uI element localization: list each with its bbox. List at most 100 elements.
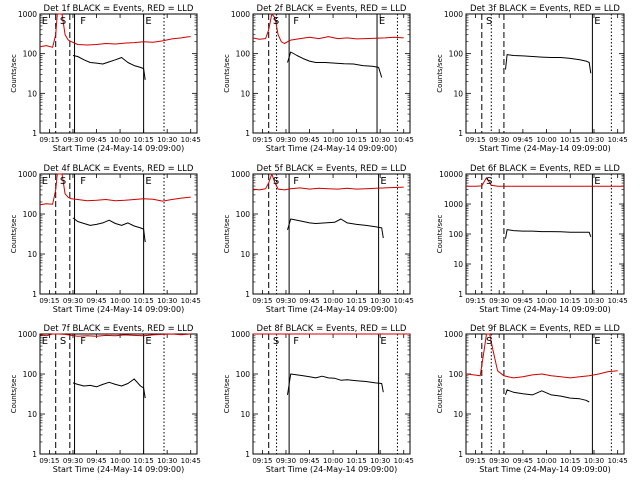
y-tick-label: 1 (245, 129, 250, 138)
panel-8: Det 8f BLACK = Events, RED = LLD 1 10 100 10… (223, 324, 414, 474)
x-axis-label: Start Time (24-May-14 09:09:00) (53, 465, 184, 474)
x-tick-label: 10:30 (157, 457, 177, 465)
y-tick-label: 10 (240, 89, 250, 98)
y-axis-label: Counts/sec (223, 54, 231, 93)
x-tick-label: 09:30 (489, 136, 509, 144)
x-tick-label: 09:30 (276, 136, 296, 144)
panel-9: Det 9f BLACK = Events, RED = LLD 1 10 100 10… (436, 324, 628, 474)
x-tick-label: 10:00 (323, 297, 343, 305)
y-tick-label: 1000 (231, 10, 250, 19)
x-tick-label: 09:30 (489, 297, 509, 305)
x-tick-label: 10:30 (157, 297, 177, 305)
series-events (72, 378, 146, 399)
y-tick-label: 10000 (439, 170, 463, 179)
x-tick-label: 09:15 (252, 297, 272, 305)
region-label: E (145, 336, 151, 347)
series-events (287, 373, 384, 395)
x-tick-label: 10:15 (134, 457, 154, 465)
plot-frame (465, 333, 625, 455)
y-tick-label: 10 (453, 410, 463, 419)
region-label: S (486, 16, 492, 27)
x-tick-label: 09:30 (489, 457, 509, 465)
y-tick-label: 1000 (444, 330, 463, 339)
x-tick-label: 10:30 (370, 297, 390, 305)
y-tick-label: 1000 (231, 330, 250, 339)
x-tick-label: 09:45 (513, 297, 533, 305)
panel-title: Det 9f BLACK = Events, RED = LLD (470, 324, 620, 334)
region-label: F (293, 176, 299, 187)
y-tick-label: 100 (236, 210, 251, 219)
x-tick-label: 10:30 (157, 136, 177, 144)
region-label: E (379, 16, 385, 27)
x-axis-label: Start Time (24-May-14 09:09:00) (266, 305, 397, 314)
series-events (72, 55, 146, 80)
x-axis-label: Start Time (24-May-14 09:09:00) (53, 305, 184, 314)
series-lld (39, 13, 191, 48)
x-tick-label: 10:30 (584, 457, 604, 465)
plot-frame (39, 173, 198, 295)
x-tick-label: 10:15 (347, 136, 367, 144)
region-label: F (80, 16, 86, 27)
y-axis-label: Counts/sec (436, 375, 444, 414)
x-axis-label: Start Time (24-May-14 09:09:00) (479, 465, 610, 474)
y-axis-label: Counts/sec (436, 215, 444, 254)
panel-3: Det 3f BLACK = Events, RED = LLD 1 10 100 10… (436, 4, 628, 153)
x-tick-label: 09:15 (252, 136, 272, 144)
x-tick-label: 10:00 (110, 136, 130, 144)
region-label: S (60, 336, 66, 347)
panel-title: Det 4f BLACK = Events, RED = LLD (44, 164, 194, 174)
series-lld (252, 173, 404, 191)
x-tick-label: 10:45 (394, 297, 414, 305)
region-label: S (273, 176, 279, 187)
y-axis-label: Counts/sec (223, 375, 231, 414)
region-label: E (145, 16, 151, 27)
x-axis-label: Start Time (24-May-14 09:09:00) (479, 144, 610, 153)
plot-frame (252, 13, 411, 134)
region-label: E (594, 336, 600, 347)
x-tick-label: 10:00 (536, 136, 556, 144)
y-tick-label: 10 (453, 260, 463, 269)
x-tick-label: 10:45 (181, 457, 201, 465)
y-tick-label: 10 (27, 250, 37, 259)
x-tick-label: 10:00 (110, 297, 130, 305)
y-tick-label: 1 (458, 129, 463, 138)
x-axis-label: Start Time (24-May-14 09:09:00) (479, 305, 610, 314)
x-tick-label: 10:00 (536, 297, 556, 305)
x-tick-label: 10:15 (560, 136, 580, 144)
x-tick-label: 09:15 (252, 457, 272, 465)
y-tick-label: 1 (32, 129, 37, 138)
panel-5: Det 5f BLACK = Events, RED = LLD 1 10 100 10… (223, 164, 414, 314)
y-tick-label: 100 (23, 210, 38, 219)
y-tick-label: 100 (449, 370, 464, 379)
x-tick-label: 09:15 (39, 297, 59, 305)
y-tick-label: 1000 (444, 10, 463, 19)
x-tick-label: 10:45 (608, 457, 628, 465)
x-tick-label: 10:15 (560, 297, 580, 305)
x-tick-label: 09:30 (63, 297, 83, 305)
x-tick-label: 10:30 (370, 457, 390, 465)
y-tick-label: 10 (240, 250, 250, 259)
x-tick-label: 09:15 (39, 136, 59, 144)
region-label: S (486, 336, 492, 347)
series-events (505, 54, 592, 74)
y-tick-label: 1000 (18, 170, 37, 179)
region-label: E (145, 176, 151, 187)
region-label: E (380, 176, 386, 187)
panel-title: Det 7f BLACK = Events, RED = LLD (44, 324, 194, 334)
series-events (505, 229, 592, 239)
region-label: S (273, 336, 279, 347)
y-axis-label: Counts/sec (223, 215, 231, 254)
x-axis-label: Start Time (24-May-14 09:09:00) (53, 144, 184, 153)
plot-frame (465, 173, 625, 295)
x-axis-label: Start Time (24-May-14 09:09:00) (266, 144, 397, 153)
x-axis-label: Start Time (24-May-14 09:09:00) (266, 465, 397, 474)
panel-title: Det 5f BLACK = Events, RED = LLD (257, 164, 407, 174)
x-tick-label: 10:15 (347, 457, 367, 465)
x-tick-label: 09:30 (276, 297, 296, 305)
region-label: F (293, 336, 299, 347)
panel-2: Det 2f BLACK = Events, RED = LLD 1 10 100 10… (223, 4, 414, 153)
y-axis-label: Counts/sec (436, 54, 444, 93)
x-tick-label: 09:30 (63, 457, 83, 465)
y-axis-label: Counts/sec (10, 215, 18, 254)
x-tick-label: 10:45 (181, 136, 201, 144)
